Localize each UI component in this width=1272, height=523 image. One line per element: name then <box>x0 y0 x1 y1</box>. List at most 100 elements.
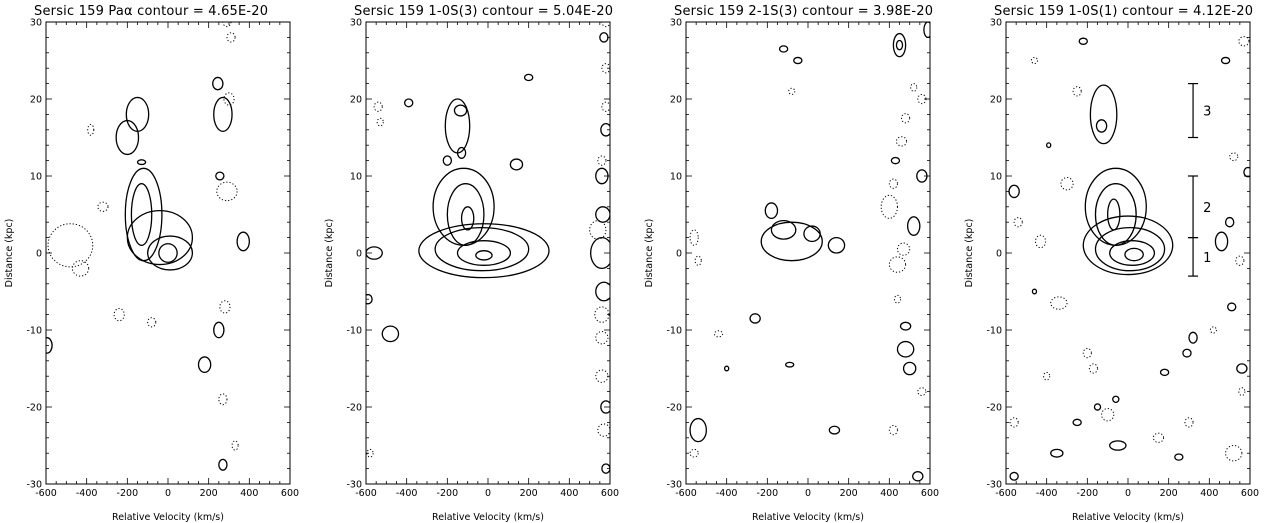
positive-contour <box>456 240 512 266</box>
x-tick-label: -600 <box>355 488 377 499</box>
contour-panel-2: Sersic 159 1-0S(3) contour = 5.04E-20 -60… <box>320 0 630 523</box>
positive-contour <box>760 221 823 262</box>
contour-plot-svg: Sersic 159 1-0S(3) contour = 5.04E-20 -60… <box>324 4 619 523</box>
negative-contour <box>788 87 796 95</box>
negative-contour <box>1152 432 1165 443</box>
positive-contour <box>366 293 373 305</box>
positive-contour <box>595 281 610 302</box>
y-tick-label: 10 <box>670 172 682 183</box>
positive-contour <box>444 98 471 154</box>
positive-contour <box>509 158 524 171</box>
positive-contour <box>456 146 467 159</box>
negative-contour <box>1101 408 1115 422</box>
positive-contour <box>1082 215 1174 276</box>
positive-contour <box>1089 84 1118 145</box>
y-tick-label: 10 <box>350 172 362 183</box>
y-tick-label: 0 <box>996 249 1002 260</box>
positive-contour <box>212 76 224 91</box>
x-tick-label: -200 <box>437 488 459 499</box>
x-tick-label: 600 <box>601 488 619 499</box>
positive-contour <box>1159 368 1170 377</box>
negative-contour <box>888 424 898 436</box>
negative-contour <box>376 117 384 127</box>
positive-contour <box>1008 184 1020 199</box>
positive-contour <box>1072 418 1082 427</box>
panel-title: Sersic 159 1-0S(1) contour = 4.12E-20 <box>994 4 1253 19</box>
x-tick-label: 400 <box>880 488 898 499</box>
positive-contour <box>403 98 414 108</box>
contour-plot-svg: Sersic 159 1-0S(1) contour = 4.12E-20 -60… <box>964 4 1259 523</box>
positive-contour <box>1109 440 1127 451</box>
positive-contour <box>895 39 904 51</box>
positive-contour <box>1094 183 1137 246</box>
positive-contour <box>723 365 730 372</box>
positive-contour <box>764 202 779 219</box>
positive-contour <box>896 340 915 358</box>
y-tick-label: 10 <box>990 172 1002 183</box>
contour-layer <box>46 22 250 471</box>
x-axis-label: Relative Velocity (km/s) <box>112 512 224 523</box>
plot-frame <box>1005 21 1251 485</box>
x-tick-label: 0 <box>165 488 171 499</box>
panel-title: Sersic 159 2-1S(3) contour = 3.98E-20 <box>674 4 933 19</box>
y-axis-label: Distance (kpc) <box>964 219 975 288</box>
y-tick-label: -30 <box>346 480 362 491</box>
y-axis-label: Distance (kpc) <box>644 219 655 288</box>
x-tick-label: 400 <box>1200 488 1218 499</box>
negative-contour <box>1225 445 1243 462</box>
positive-contour <box>236 231 250 252</box>
y-tick-label: -20 <box>666 403 682 414</box>
positive-contour <box>434 226 530 272</box>
x-tick-label: -400 <box>396 488 418 499</box>
negative-contour <box>1184 417 1194 428</box>
positive-contour <box>595 206 610 223</box>
negative-contour <box>880 194 898 219</box>
y-tick-label: 10 <box>30 172 42 183</box>
negative-contour <box>895 136 908 147</box>
x-tick-label: 200 <box>840 488 858 499</box>
positive-contour <box>778 45 789 53</box>
positive-contour <box>803 225 821 243</box>
positive-contour <box>890 156 901 165</box>
negative-contour <box>97 201 109 212</box>
positive-contour <box>590 236 610 270</box>
plot-frame <box>685 21 931 485</box>
x-tick-label: -600 <box>995 488 1017 499</box>
negative-contour <box>601 101 610 112</box>
positive-contour <box>446 183 485 246</box>
positive-contour <box>115 119 140 156</box>
negative-contour <box>1043 371 1051 381</box>
positive-contour <box>828 425 841 435</box>
negative-contour <box>901 113 911 124</box>
positive-contour <box>1046 142 1052 149</box>
negative-contour <box>218 393 228 406</box>
region-marker-1: 1 <box>1188 237 1211 277</box>
positive-contour <box>1050 448 1064 458</box>
y-tick-label: -30 <box>666 480 682 491</box>
positive-contour <box>1009 471 1019 481</box>
plot-frame <box>365 21 611 485</box>
y-tick-label: -30 <box>26 480 42 491</box>
positive-contour <box>1078 37 1088 45</box>
positive-contour <box>770 220 797 240</box>
y-tick-label: -20 <box>26 403 42 414</box>
x-axis-label: Relative Velocity (km/s) <box>432 512 544 523</box>
negative-contour <box>1030 56 1039 65</box>
y-tick-label: 20 <box>350 95 362 106</box>
x-tick-label: -200 <box>757 488 779 499</box>
negative-contour <box>594 306 610 323</box>
positive-contour <box>158 243 178 263</box>
positive-contour <box>784 361 795 368</box>
contour-plot-svg: Sersic 159 2-1S(3) contour = 3.98E-20 -60… <box>644 4 939 523</box>
x-tick-label: -400 <box>76 488 98 499</box>
y-tick-label: 0 <box>36 249 42 260</box>
positive-contour <box>912 471 924 482</box>
positive-contour <box>1174 453 1184 461</box>
negative-contour <box>893 294 902 304</box>
positive-contour <box>827 236 846 254</box>
positive-contour <box>130 183 153 246</box>
positive-contour <box>1093 403 1102 411</box>
x-tick-label: 400 <box>560 488 578 499</box>
negative-contour <box>1235 255 1245 266</box>
negative-contour <box>373 101 383 112</box>
